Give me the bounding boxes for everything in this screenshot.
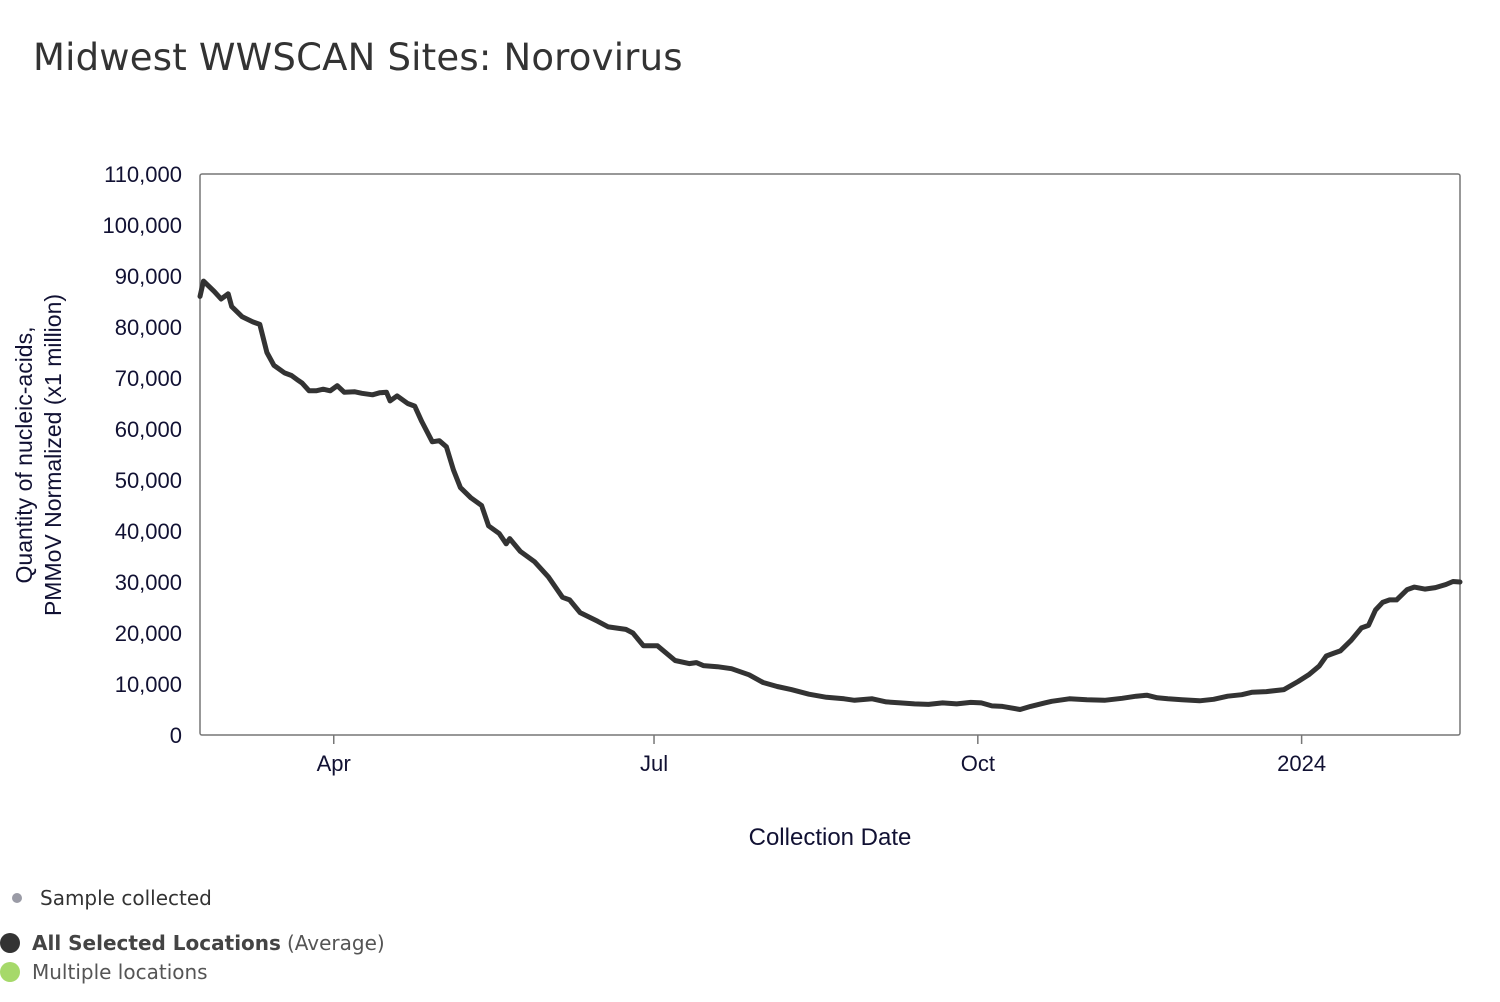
chart-title: Midwest WWSCAN Sites: Norovirus [33, 36, 683, 79]
y-tick-label: 100,000 [102, 213, 182, 238]
y-tick-label: 80,000 [115, 315, 182, 340]
legend-label: Multiple locations [32, 960, 208, 984]
line-chart: 0 10,000 20,000 30,000 40,000 50,000 60,000 70,… [11, 162, 1463, 851]
y-axis-label-line-2: PMMoV Normalized (x1 million) [40, 294, 66, 616]
dot-icon [0, 933, 20, 953]
y-axis: 0 10,000 20,000 30,000 40,000 50,000 60,000 70,… [102, 162, 182, 748]
dot-icon [0, 962, 20, 982]
x-axis: Apr Jul Oct 2024 [317, 735, 1326, 776]
legend-item-multiple: Multiple locations [0, 960, 208, 984]
series-layer [197, 278, 1463, 712]
y-tick-label: 30,000 [115, 570, 182, 595]
legend-label: Sample collected [40, 886, 212, 910]
legend-item-average: All Selected Locations (Average) [0, 931, 385, 955]
legend-label-strong: All Selected Locations [32, 931, 281, 955]
y-tick-label: 90,000 [115, 264, 182, 289]
y-tick-label: 70,000 [115, 366, 182, 391]
x-axis-label: Collection Date [749, 824, 912, 851]
series-line-all-selected-locations [197, 278, 1463, 712]
legend-label-suffix: (Average) [286, 931, 385, 955]
y-tick-label: 0 [170, 723, 182, 748]
y-tick-label: 110,000 [104, 162, 182, 187]
y-tick-label: 50,000 [115, 468, 182, 493]
x-tick-label: Jul [640, 751, 668, 776]
y-tick-label: 60,000 [115, 417, 182, 442]
y-tick-label: 40,000 [115, 519, 182, 544]
small-dot-icon [12, 893, 22, 903]
x-tick-label: Apr [317, 751, 351, 776]
y-tick-label: 10,000 [115, 672, 182, 697]
x-tick-label: 2024 [1277, 751, 1326, 776]
x-tick-label: Oct [961, 751, 995, 776]
y-tick-label: 20,000 [115, 621, 182, 646]
y-axis-label-line-1: Quantity of nucleic-acids, [11, 327, 37, 584]
legend-item-sample: Sample collected [12, 886, 212, 910]
plot-area-border [199, 173, 1461, 736]
